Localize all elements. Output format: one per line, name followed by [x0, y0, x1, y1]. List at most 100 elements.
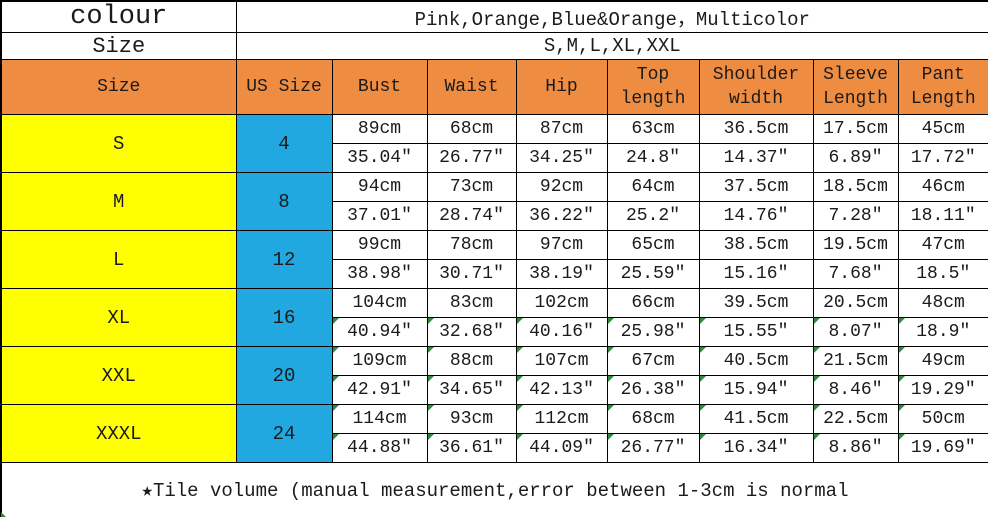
cm-value-cell: 88cm	[426, 346, 517, 376]
inch-value-cell: 26.77″	[606, 433, 700, 463]
cm-value-cell: 17.5cm	[812, 114, 899, 144]
size-row-s-cm: S 4 89cm 68cm 87cm 63cm 36.5cm 17.5cm 45cm	[0, 114, 988, 173]
size-cell: XXL	[0, 346, 237, 405]
inch-value-cell: 40.16″	[515, 317, 608, 347]
cm-value-cell: 99cm	[331, 230, 428, 260]
inch-value-cell: 18.9″	[897, 317, 988, 347]
header-cell-sleeve-length: Sleeve Length	[812, 59, 899, 115]
inch-value-cell: 8.46″	[812, 375, 899, 405]
inch-value-cell: 19.29″	[897, 375, 988, 405]
corner-flag-triangle	[1, 512, 6, 517]
header-cell-bust: Bust	[331, 59, 428, 115]
inch-value-cell: 25.2″	[606, 201, 700, 231]
cm-value-cell: 40.5cm	[698, 346, 814, 376]
size-options-row: Size S,M,L,XL,XXL	[0, 32, 988, 60]
colour-label: colour	[0, 0, 237, 33]
cm-value-cell: 45cm	[897, 114, 988, 144]
cm-value-cell: 68cm	[426, 114, 517, 144]
inch-value-cell: 16.34″	[698, 433, 814, 463]
size-cell: M	[0, 172, 237, 231]
size-row-s-inch: 35.04″ 26.77″ 34.25″ 24.8″ 14.37″ 6.89″ 17.72″	[1, 143, 988, 173]
header-cell-us-size: US Size	[235, 59, 333, 115]
inch-value-cell: 40.94″	[331, 317, 428, 347]
cm-value-cell: 112cm	[515, 404, 608, 434]
size-cell: L	[0, 230, 237, 289]
inch-value-cell: 15.55″	[698, 317, 814, 347]
size-row-xxxl-inch: 44.88″ 36.61″ 44.09″ 26.77″ 16.34″ 8.86″ 19.69…	[1, 433, 988, 463]
size-label: Size	[0, 32, 237, 60]
inch-value-cell: 7.68″	[812, 259, 899, 289]
inch-value-cell: 25.59″	[606, 259, 700, 289]
inch-value-cell: 35.04″	[331, 143, 428, 173]
size-row-m-inch: 37.01″ 28.74″ 36.22″ 25.2″ 14.76″ 7.28″ 18.11″	[1, 201, 988, 231]
size-row-xxxl-cm: XXXL 24 114cm 93cm 112cm 68cm 41.5cm 22.5cm 50cm	[0, 404, 988, 463]
size-cell: XL	[0, 288, 237, 347]
cm-value-cell: 19.5cm	[812, 230, 899, 260]
inch-value-cell: 15.94″	[698, 375, 814, 405]
inch-value-cell: 6.89″	[812, 143, 899, 173]
size-cell: S	[0, 114, 237, 173]
inch-value-cell: 15.16″	[698, 259, 814, 289]
cm-value-cell: 46cm	[897, 172, 988, 202]
us-size-cell: 24	[235, 404, 333, 463]
colour-row: colour Pink,Orange,Blue&Orange，Multicolo…	[0, 0, 988, 33]
cm-value-cell: 107cm	[515, 346, 608, 376]
inch-value-cell: 38.98″	[331, 259, 428, 289]
inch-value-cell: 19.69″	[897, 433, 988, 463]
cm-value-cell: 87cm	[515, 114, 608, 144]
cm-value-cell: 114cm	[331, 404, 428, 434]
cm-value-cell: 37.5cm	[698, 172, 814, 202]
inch-value-cell: 30.71″	[426, 259, 517, 289]
inch-value-cell: 14.37″	[698, 143, 814, 173]
cm-value-cell: 20.5cm	[812, 288, 899, 318]
inch-value-cell: 14.76″	[698, 201, 814, 231]
inch-value-cell: 28.74″	[426, 201, 517, 231]
cm-value-cell: 83cm	[426, 288, 517, 318]
inch-value-cell: 37.01″	[331, 201, 428, 231]
inch-value-cell: 8.07″	[812, 317, 899, 347]
cm-value-cell: 73cm	[426, 172, 517, 202]
inch-value-cell: 42.13″	[515, 375, 608, 405]
inch-value-cell: 17.72″	[897, 143, 988, 173]
cm-value-cell: 68cm	[606, 404, 700, 434]
cm-value-cell: 93cm	[426, 404, 517, 434]
cm-value-cell: 36.5cm	[698, 114, 814, 144]
size-row-l-inch: 38.98″ 30.71″ 38.19″ 25.59″ 15.16″ 7.68″ 18.5″	[1, 259, 988, 289]
inch-value-cell: 32.68″	[426, 317, 517, 347]
cm-value-cell: 49cm	[897, 346, 988, 376]
cm-value-cell: 78cm	[426, 230, 517, 260]
cm-value-cell: 66cm	[606, 288, 700, 318]
cm-value-cell: 92cm	[515, 172, 608, 202]
cm-value-cell: 89cm	[331, 114, 428, 144]
cm-value-cell: 109cm	[331, 346, 428, 376]
inch-value-cell: 36.61″	[426, 433, 517, 463]
inch-value-cell: 38.19″	[515, 259, 608, 289]
cm-value-cell: 50cm	[897, 404, 988, 434]
cm-value-cell: 48cm	[897, 288, 988, 318]
us-size-cell: 12	[235, 230, 333, 289]
inch-value-cell: 24.8″	[606, 143, 700, 173]
header-cell-size: Size	[0, 59, 237, 115]
inch-value-cell: 18.11″	[897, 201, 988, 231]
inch-value-cell: 34.65″	[426, 375, 517, 405]
colour-value: Pink,Orange,Blue&Orange，Multicolor	[235, 0, 988, 33]
size-row-xxl-inch: 42.91″ 34.65″ 42.13″ 26.38″ 15.94″ 8.46″ 19.29…	[1, 375, 988, 405]
header-cell-shoulder-width: Shoulder width	[698, 59, 814, 115]
inch-value-cell: 44.09″	[515, 433, 608, 463]
cm-value-cell: 39.5cm	[698, 288, 814, 318]
inch-value-cell: 44.88″	[331, 433, 428, 463]
cm-value-cell: 102cm	[515, 288, 608, 318]
header-cell-hip: Hip	[515, 59, 608, 115]
us-size-cell: 8	[235, 172, 333, 231]
cm-value-cell: 94cm	[331, 172, 428, 202]
cm-value-cell: 97cm	[515, 230, 608, 260]
header-cell-top-length: Top length	[606, 59, 700, 115]
us-size-cell: 4	[235, 114, 333, 173]
inch-value-cell: 26.38″	[606, 375, 700, 405]
cm-value-cell: 38.5cm	[698, 230, 814, 260]
inch-value-cell: 8.86″	[812, 433, 899, 463]
cm-value-cell: 65cm	[606, 230, 700, 260]
cm-value-cell: 22.5cm	[812, 404, 899, 434]
